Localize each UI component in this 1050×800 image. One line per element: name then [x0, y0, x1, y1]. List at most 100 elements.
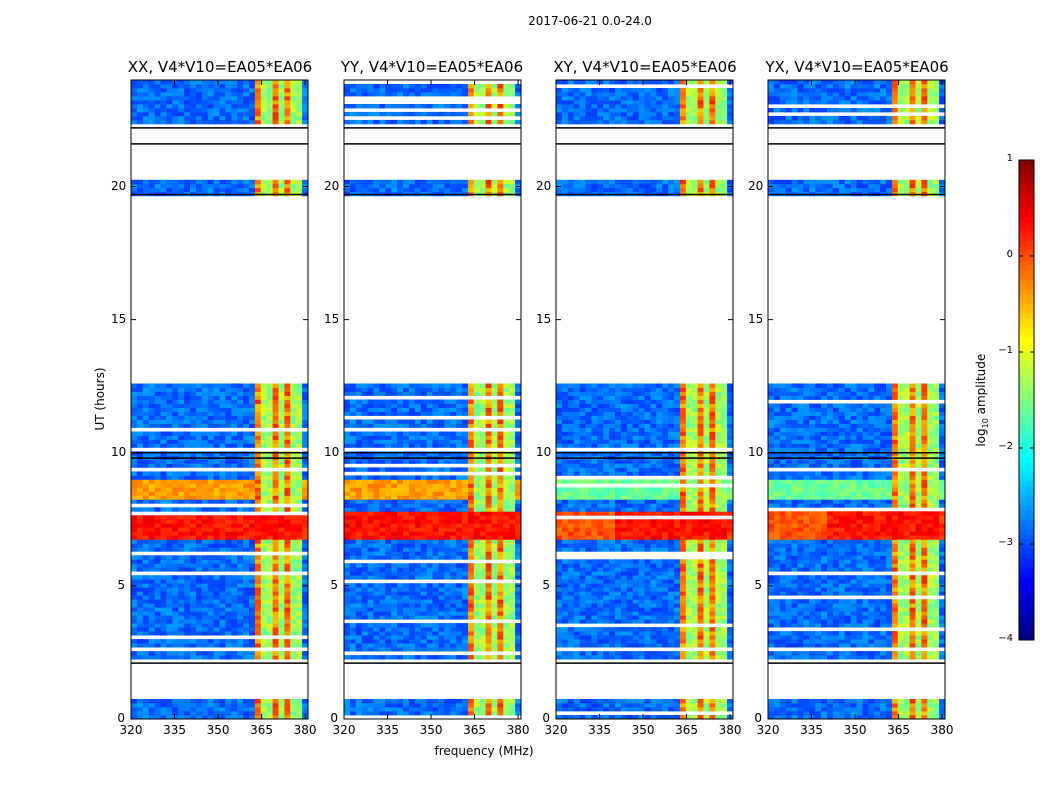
heatmap-cell: [160, 599, 167, 604]
heatmap-cell: [148, 563, 155, 568]
heatmap-cell: [467, 631, 475, 636]
heatmap-cell: [349, 88, 357, 93]
heatmap-cell: [355, 607, 363, 612]
heatmap-cell: [385, 479, 392, 484]
heatmap-cell: [485, 495, 492, 500]
heatmap-cell: [213, 623, 220, 628]
heatmap-cell: [703, 635, 710, 640]
heatmap-cell: [172, 555, 179, 560]
heatmap-cell: [237, 591, 244, 596]
heatmap-cell: [178, 523, 185, 528]
heatmap-cell: [243, 531, 250, 536]
heatmap-cell: [184, 435, 191, 440]
heatmap-cell: [278, 451, 285, 456]
heatmap-cell: [379, 92, 386, 97]
heatmap-cell: [272, 519, 279, 524]
heatmap-cell: [456, 479, 463, 484]
heatmap-cell: [426, 611, 433, 616]
heatmap-cell: [397, 563, 404, 568]
heatmap-cell: [260, 495, 268, 500]
heatmap-cell: [426, 119, 433, 125]
heatmap-cell: [432, 655, 439, 660]
heatmap-cell: [237, 439, 244, 444]
heatmap-cell: [131, 415, 138, 420]
heatmap-cell: [190, 583, 197, 588]
heatmap-cell: [408, 383, 416, 388]
heatmap-cell: [290, 487, 297, 492]
heatmap-cell: [509, 627, 516, 632]
heatmap-cell: [367, 179, 374, 185]
heatmap-cell: [178, 559, 185, 564]
heatmap-cell: [497, 475, 504, 480]
heatmap-cell: [349, 443, 357, 448]
heatmap-cell: [444, 631, 451, 636]
heatmap-cell: [184, 507, 191, 512]
heatmap-cell: [231, 495, 238, 500]
heatmap-cell: [225, 527, 232, 532]
heatmap-cell: [172, 179, 179, 185]
heatmap-cell: [254, 547, 262, 552]
heatmap-cell: [243, 479, 250, 484]
heatmap-cell: [709, 635, 716, 640]
heatmap-cell: [195, 627, 203, 632]
heatmap-cell: [344, 503, 351, 508]
heatmap-cell: [172, 463, 179, 468]
heatmap-cell: [136, 543, 144, 548]
heatmap-cell: [131, 515, 138, 520]
heatmap-cell: [373, 507, 380, 512]
heatmap-cell: [426, 92, 433, 97]
heatmap-cell: [195, 387, 203, 392]
heatmap-cell: [254, 451, 262, 456]
heatmap-cell: [231, 523, 238, 528]
heatmap-cell: [160, 515, 167, 520]
heatmap-cell: [201, 639, 209, 644]
heatmap-cell: [497, 387, 504, 392]
heatmap-cell: [154, 495, 161, 500]
heatmap-cell: [272, 615, 279, 620]
heatmap-cell: [225, 591, 232, 596]
heatmap-cell: [450, 503, 457, 508]
heatmap-cell: [160, 491, 167, 496]
heatmap-cell: [142, 391, 150, 396]
heatmap-cell: [432, 543, 439, 548]
heatmap-cell: [444, 439, 451, 444]
heatmap-cell: [166, 491, 173, 496]
heatmap-cell: [408, 595, 416, 600]
heatmap-cell: [426, 523, 433, 528]
heatmap-cell: [650, 639, 657, 644]
heatmap-cell: [438, 475, 445, 480]
heatmap-cell: [438, 707, 445, 712]
heatmap-cell: [184, 527, 191, 532]
heatmap-cell: [160, 567, 167, 572]
heatmap-cell: [266, 451, 273, 456]
heatmap-cell: [231, 479, 238, 484]
heatmap-cell: [467, 92, 475, 97]
heatmap-cell: [462, 435, 469, 440]
heatmap-cell: [296, 115, 303, 121]
heatmap-cell: [344, 615, 351, 620]
heatmap-cell: [178, 611, 185, 616]
heatmap-cell: [620, 699, 628, 704]
heatmap-cell: [467, 599, 475, 604]
heatmap-cell: [497, 407, 504, 412]
heatmap-cell: [391, 603, 398, 608]
heatmap-cell: [355, 407, 363, 412]
heatmap-cell: [403, 527, 410, 532]
heatmap-cell: [284, 655, 291, 660]
heatmap-cell: [207, 575, 214, 580]
heatmap-cell: [266, 595, 273, 600]
heatmap-cell: [225, 655, 232, 660]
heatmap-cell: [373, 703, 380, 708]
heatmap-cell: [225, 715, 232, 720]
heatmap-cell: [579, 639, 586, 644]
heatmap-cell: [195, 84, 203, 89]
heatmap-cell: [462, 187, 469, 193]
heatmap-cell: [195, 547, 203, 552]
heatmap-cell: [219, 387, 226, 392]
heatmap-cell: [237, 183, 244, 189]
heatmap-cell: [503, 88, 510, 93]
heatmap-cell: [491, 711, 498, 716]
heatmap-cell: [290, 415, 297, 420]
heatmap-cell: [160, 391, 167, 396]
heatmap-cell: [414, 551, 422, 556]
